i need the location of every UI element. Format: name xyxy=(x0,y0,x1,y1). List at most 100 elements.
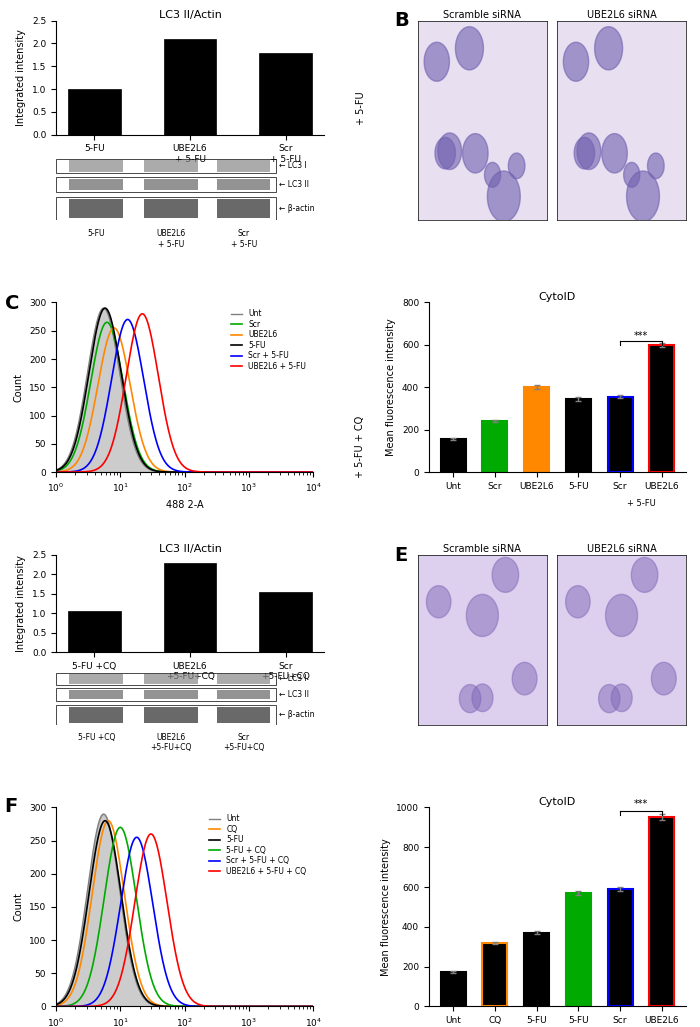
UBE2L6 + 5-FU xyxy=(263,466,272,479)
Scr + 5-FU + CQ xyxy=(176,996,184,1009)
5-FU + CQ xyxy=(205,1000,214,1013)
Legend: Unt, Scr, UBE2L6, 5-FU, Scr + 5-FU, UBE2L6 + 5-FU: Unt, Scr, UBE2L6, 5-FU, Scr + 5-FU, UBE2… xyxy=(228,306,309,374)
5-FU + CQ xyxy=(303,1000,312,1013)
Title: UBE2L6 siRNA: UBE2L6 siRNA xyxy=(587,544,657,555)
UBE2L6 + 5-FU + CQ xyxy=(263,1000,272,1013)
Polygon shape xyxy=(564,42,589,81)
5-FU + CQ xyxy=(192,1000,200,1013)
Unt xyxy=(99,808,108,821)
Bar xyxy=(68,611,121,652)
Polygon shape xyxy=(435,138,456,168)
Polygon shape xyxy=(598,685,620,713)
5-FU xyxy=(205,1000,214,1013)
UBE2L6 + 5-FU xyxy=(192,465,200,478)
Polygon shape xyxy=(424,42,449,81)
Polygon shape xyxy=(466,595,498,637)
Bar xyxy=(650,817,674,1006)
Scr + 5-FU + CQ xyxy=(174,995,183,1007)
Unt xyxy=(52,998,60,1011)
Unt xyxy=(303,1000,312,1013)
Line: 5-FU: 5-FU xyxy=(56,308,313,472)
5-FU xyxy=(101,302,109,314)
Bar xyxy=(68,89,121,135)
Scr + 5-FU + CQ xyxy=(205,1000,214,1013)
UBE2L6 + 5-FU + CQ xyxy=(174,961,183,974)
5-FU xyxy=(52,998,60,1011)
Polygon shape xyxy=(611,684,632,712)
5-FU + CQ xyxy=(116,822,125,834)
UBE2L6 + 5-FU + CQ xyxy=(309,1000,317,1013)
Bar xyxy=(217,199,270,218)
UBE2L6 + 5-FU xyxy=(174,454,183,466)
UBE2L6 xyxy=(176,466,184,479)
Unt xyxy=(176,1000,184,1013)
5-FU xyxy=(192,1000,200,1013)
Scr xyxy=(176,466,184,479)
Bar xyxy=(164,39,216,135)
Bar xyxy=(56,673,276,685)
Line: 5-FU + CQ: 5-FU + CQ xyxy=(56,828,313,1006)
Text: C: C xyxy=(5,294,19,313)
UBE2L6 xyxy=(303,466,312,479)
Y-axis label: Mean fluorescence intensity: Mean fluorescence intensity xyxy=(381,838,391,976)
CQ xyxy=(309,1000,317,1013)
Text: ***: *** xyxy=(634,331,648,341)
5-FU xyxy=(263,1000,272,1013)
CQ xyxy=(176,1000,184,1013)
Title: LC3 II/Actin: LC3 II/Actin xyxy=(159,544,221,555)
5-FU xyxy=(52,464,60,477)
Scr xyxy=(205,466,214,479)
Line: 5-FU: 5-FU xyxy=(56,821,313,1006)
Text: ← LC3 I: ← LC3 I xyxy=(279,161,307,170)
5-FU xyxy=(303,1000,312,1013)
Bar xyxy=(259,592,312,652)
UBE2L6 + 5-FU + CQ xyxy=(303,1000,312,1013)
Bar xyxy=(144,199,198,218)
Text: ← LC3 II: ← LC3 II xyxy=(279,690,309,699)
5-FU xyxy=(303,466,312,479)
Bar xyxy=(164,563,216,652)
Bar xyxy=(56,178,276,192)
Polygon shape xyxy=(631,558,658,593)
Polygon shape xyxy=(624,162,640,187)
Title: CytoID: CytoID xyxy=(539,292,576,302)
Bar xyxy=(56,688,276,700)
Unt xyxy=(174,466,183,479)
Unt xyxy=(52,464,60,477)
Scr + 5-FU xyxy=(263,466,272,479)
Unt xyxy=(205,466,214,479)
Polygon shape xyxy=(577,132,601,169)
Bar xyxy=(217,160,270,172)
Line: Scr: Scr xyxy=(56,322,313,472)
UBE2L6 + 5-FU + CQ xyxy=(146,828,155,840)
UBE2L6 + 5-FU + CQ xyxy=(52,1000,60,1013)
Polygon shape xyxy=(602,134,627,173)
UBE2L6 + 5-FU xyxy=(205,466,214,479)
Unt xyxy=(263,1000,272,1013)
5-FU + CQ xyxy=(174,1000,183,1013)
UBE2L6 + 5-FU xyxy=(52,466,60,479)
Bar xyxy=(524,387,549,472)
Text: + 5-FU + CQ: + 5-FU + CQ xyxy=(356,416,365,478)
Scr xyxy=(174,466,183,479)
Scr xyxy=(103,316,111,329)
Bar xyxy=(524,933,549,1006)
Scr + 5-FU xyxy=(309,466,317,479)
Bar xyxy=(217,707,270,723)
Bar xyxy=(440,972,466,1006)
5-FU xyxy=(174,466,183,479)
Unt xyxy=(174,1000,183,1013)
Bar xyxy=(69,674,123,684)
Bar xyxy=(217,690,270,699)
Scr + 5-FU xyxy=(205,466,214,479)
Polygon shape xyxy=(484,162,500,187)
UBE2L6 + 5-FU xyxy=(176,456,184,468)
Text: ← β-actin: ← β-actin xyxy=(279,204,314,213)
Y-axis label: Count: Count xyxy=(13,373,24,402)
5-FU xyxy=(309,466,317,479)
Polygon shape xyxy=(574,138,594,168)
Polygon shape xyxy=(463,134,488,173)
Bar xyxy=(440,440,466,472)
UBE2L6 + 5-FU xyxy=(303,466,312,479)
CQ xyxy=(174,1000,183,1013)
